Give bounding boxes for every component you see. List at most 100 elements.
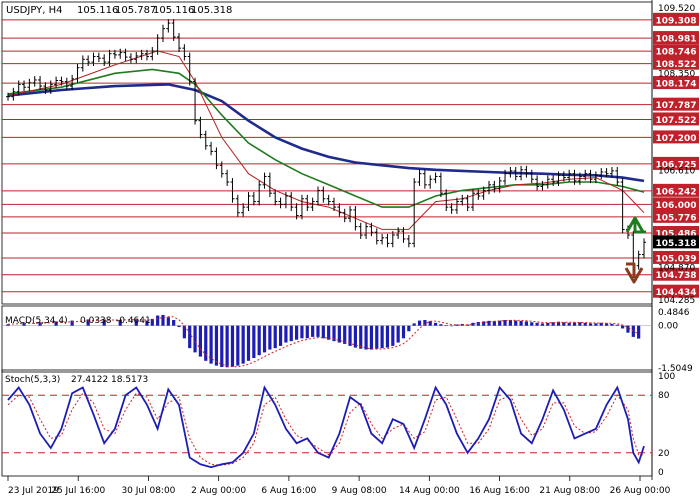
macd-bar: [546, 322, 550, 326]
macd-label-value: -0.4641: [116, 316, 151, 326]
macd-bar: [423, 320, 427, 326]
macd-bar: [482, 321, 486, 326]
header-value: 105.318: [191, 5, 232, 16]
macd-bar: [604, 323, 609, 326]
macd-bar: [273, 325, 277, 349]
macd-bar: [134, 320, 138, 326]
x-tick-label: 9 Aug 08:00: [332, 486, 387, 496]
macd-bar: [278, 325, 283, 346]
macd-bar: [514, 320, 518, 326]
level-label: 108.981: [656, 35, 697, 45]
macd-bar: [316, 325, 320, 337]
macd-bar: [369, 325, 374, 350]
level-label: 106.725: [656, 160, 697, 170]
macd-bar: [615, 324, 619, 326]
level-label-box: [653, 209, 699, 223]
stoch-axis-tick: 20: [658, 449, 670, 459]
macd-bar: [289, 325, 293, 342]
macd-bar: [412, 323, 416, 326]
macd-bar: [535, 322, 539, 326]
price-axis-tick: 104.870: [658, 263, 695, 273]
macd-label-value: 0.0338: [80, 316, 112, 326]
macd-bar: [396, 325, 400, 343]
chart-title: USDJPY, H4: [6, 5, 62, 16]
stoch-d-line: [7, 392, 644, 466]
macd-bar: [145, 320, 149, 326]
stoch-label: Stoch(5,3,3): [5, 375, 60, 385]
price-axis-tick: 106.610: [658, 166, 695, 176]
x-tick-label: 23 Jul 2019: [8, 486, 59, 496]
macd-bar: [433, 322, 438, 326]
level-label: 105.039: [656, 254, 697, 264]
level-label-box: [653, 130, 699, 144]
macd-axis-tick: 0.4846: [658, 308, 690, 318]
macd-bar: [166, 317, 170, 326]
macd-bar: [594, 323, 598, 326]
x-tick-label: 6 Aug 16:00: [261, 486, 316, 496]
macd-bar: [524, 321, 529, 326]
macd-bar: [193, 325, 197, 353]
x-tick-label: 16 Aug 16:00: [469, 486, 530, 496]
macd-bar: [471, 322, 475, 326]
level-label: 108.746: [656, 48, 697, 58]
macd-bar: [588, 323, 593, 326]
macd-bar: [284, 325, 288, 343]
macd-bar: [161, 314, 165, 326]
header-value: 105.116: [153, 5, 194, 16]
level-label-box: [653, 183, 699, 197]
level-label-box: [653, 156, 699, 170]
x-tick-label: 30 Jul 08:00: [121, 486, 175, 496]
macd-bar: [300, 325, 304, 339]
macd-bar: [102, 319, 106, 326]
macd-bar: [268, 325, 272, 350]
macd-bar: [599, 322, 603, 326]
level-label-box: [653, 197, 699, 211]
macd-bar: [455, 324, 459, 326]
level-label: 109.308: [656, 16, 697, 26]
macd-bar: [375, 325, 379, 349]
macd-bar: [172, 320, 176, 326]
macd-bar: [22, 322, 26, 326]
macd-bar: [428, 321, 432, 326]
macd-bar: [540, 323, 545, 326]
stoch-label-value: 27.4122: [71, 375, 108, 385]
macd-bar: [572, 322, 577, 326]
macd-bar: [182, 325, 186, 339]
x-tick-label: 2 Aug 00:00: [191, 486, 246, 496]
macd-bar: [198, 325, 203, 357]
macd-bar: [359, 325, 363, 349]
macd-bar: [156, 315, 160, 326]
price-axis-tick: 109.520: [658, 4, 695, 14]
macd-bar: [177, 325, 181, 328]
macd-bar: [562, 322, 566, 326]
level-label-box: [653, 44, 699, 58]
price-axis-tick: 108.350: [658, 69, 695, 79]
level-label: 106.000: [656, 201, 697, 211]
level-label-box: [653, 31, 699, 45]
macd-bar: [508, 320, 512, 326]
macd-bar: [417, 320, 422, 326]
macd-bar: [578, 322, 582, 326]
macd-bar: [439, 324, 443, 326]
macd-bar: [621, 325, 625, 329]
macd-bar: [150, 318, 154, 326]
moving-average-2: [7, 68, 645, 208]
macd-bar: [311, 325, 315, 337]
macd-bar: [519, 320, 523, 326]
macd-bar: [327, 325, 331, 340]
macd-bar: [551, 322, 555, 326]
level-label: 105.776: [656, 213, 697, 223]
level-label-box: [653, 76, 699, 90]
macd-bar: [337, 325, 341, 343]
macd-bar: [209, 325, 213, 364]
macd-axis-tick: 0.00: [658, 322, 678, 332]
macd-bar: [487, 320, 491, 326]
stoch-axis-tick: 100: [658, 372, 675, 382]
level-label: 108.174: [656, 80, 697, 90]
stoch-axis-tick: 0: [658, 468, 664, 478]
stoch-label-value: 18.5173: [111, 375, 148, 385]
x-tick-label: 26 Aug 00:00: [610, 486, 671, 496]
current-price-label: 105.318: [656, 239, 697, 249]
macd-bar: [391, 325, 395, 346]
macd-bar: [556, 321, 561, 326]
